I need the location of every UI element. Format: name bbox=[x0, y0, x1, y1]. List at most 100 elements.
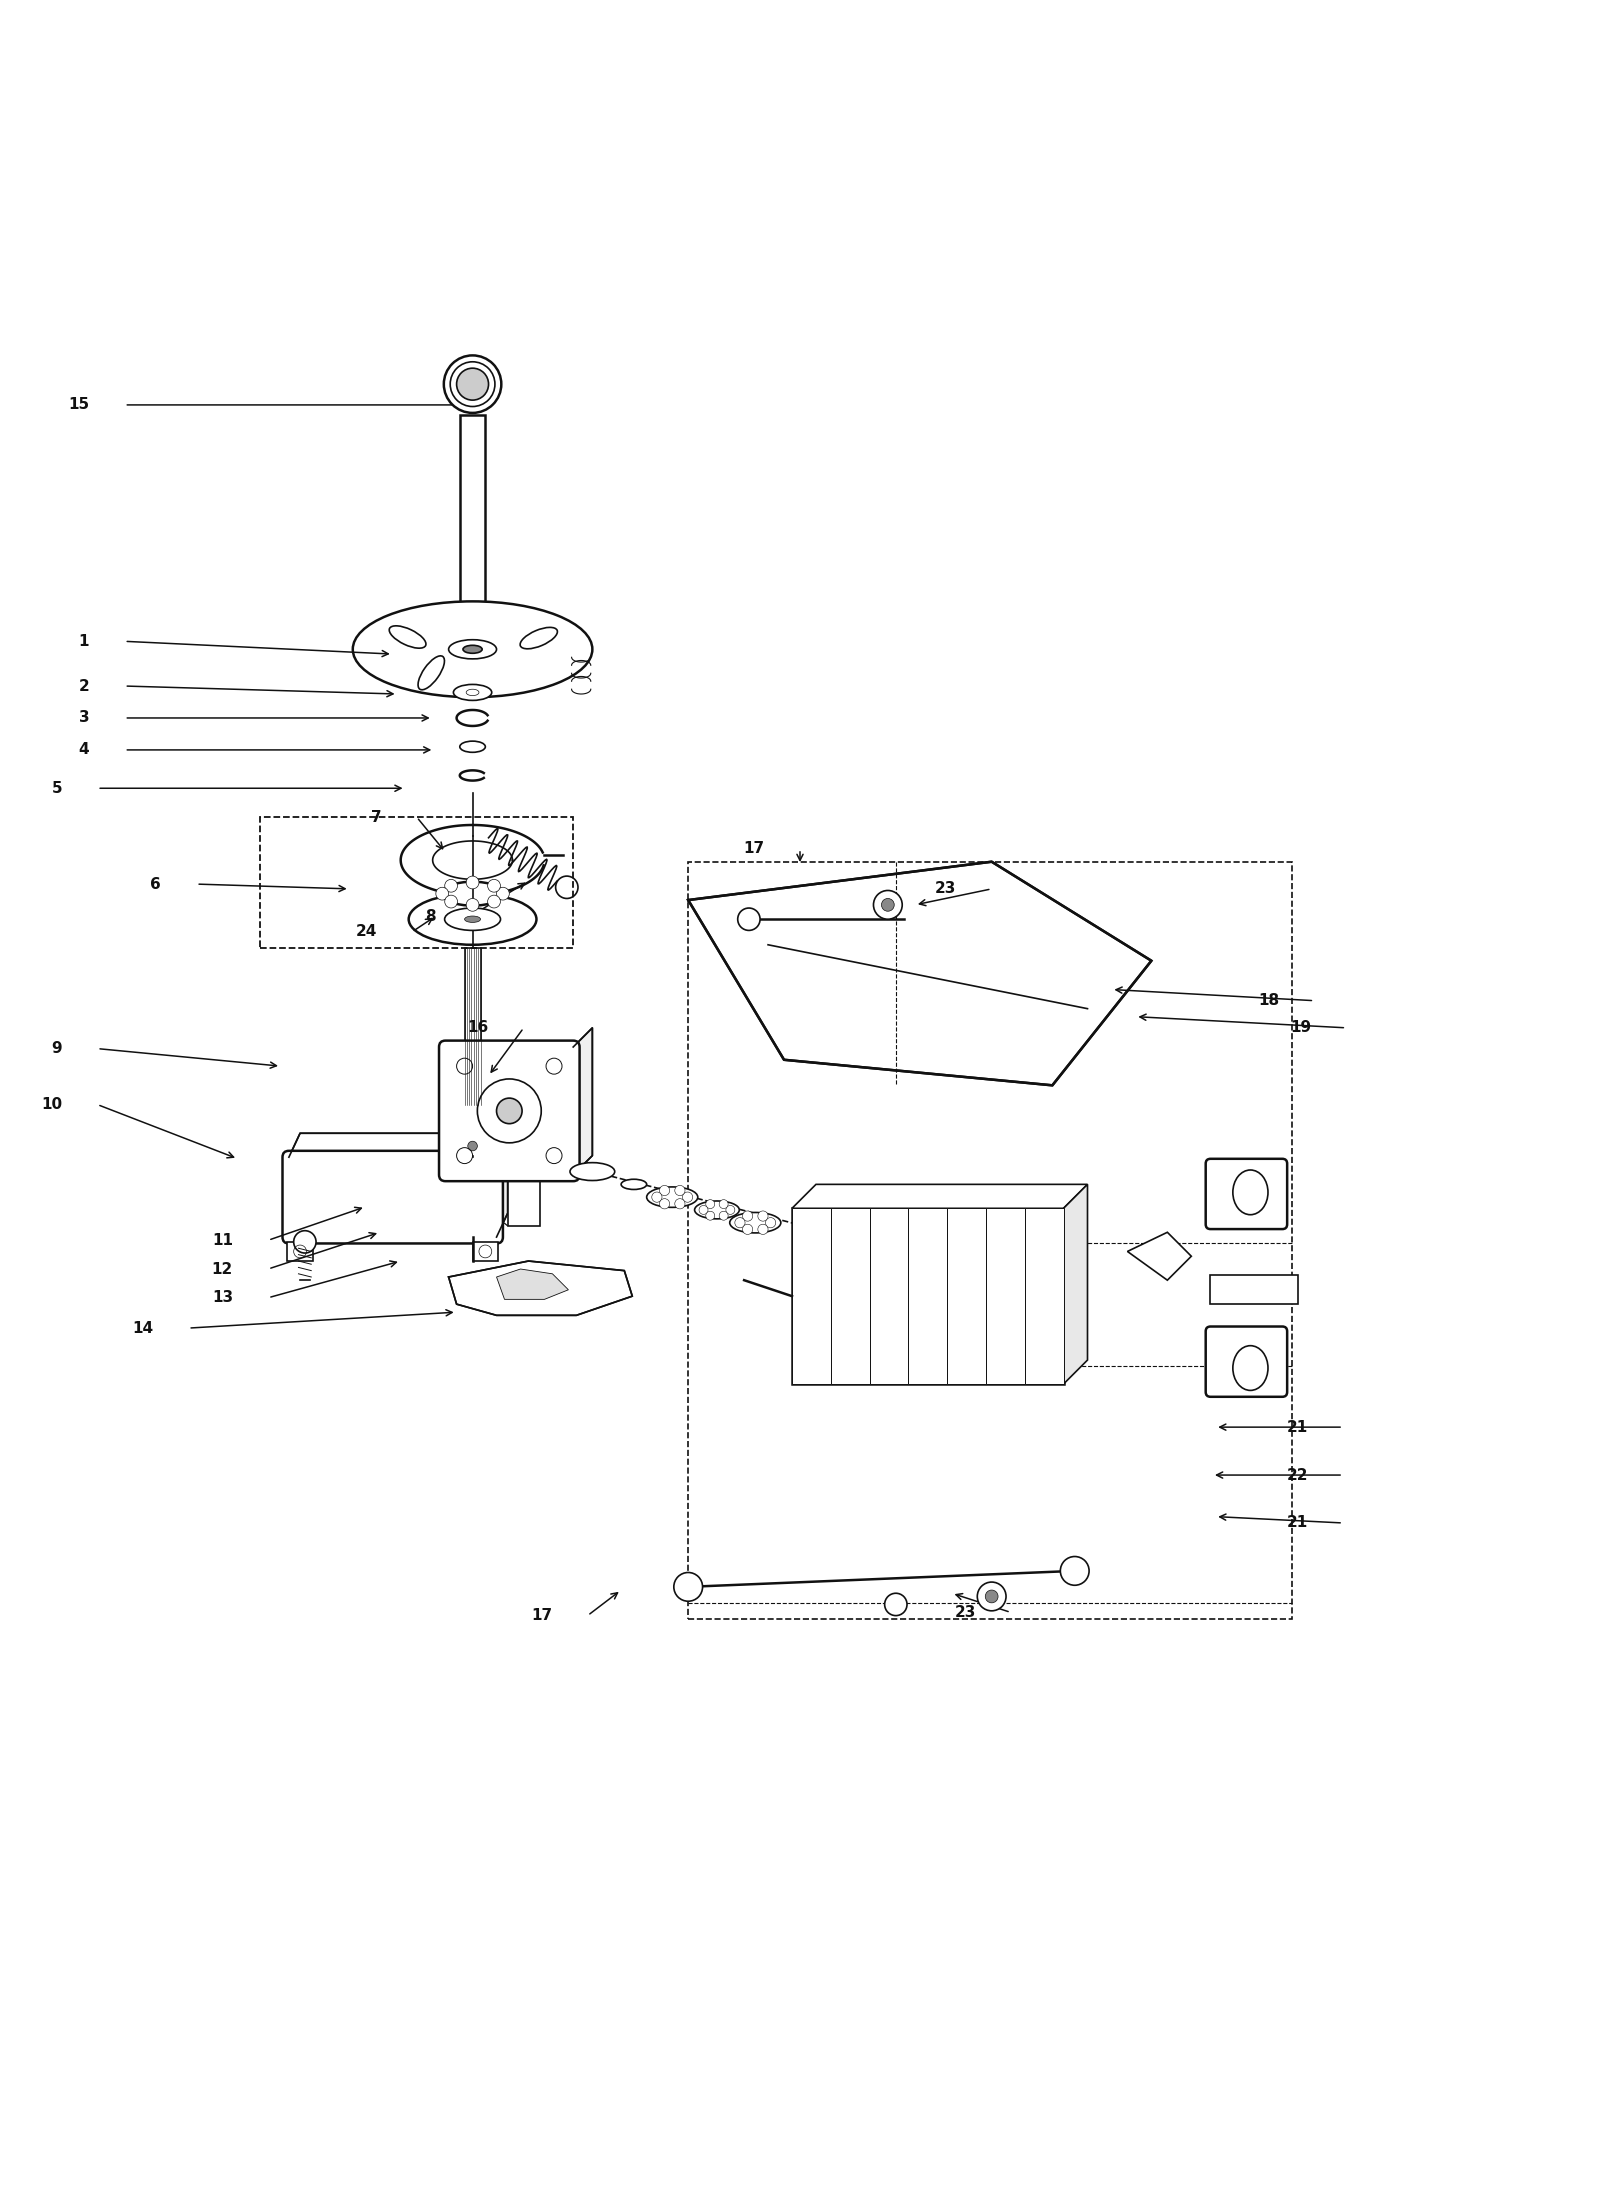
FancyBboxPatch shape bbox=[283, 1151, 502, 1244]
Ellipse shape bbox=[646, 1186, 698, 1208]
Circle shape bbox=[675, 1186, 685, 1195]
Text: 3: 3 bbox=[78, 711, 90, 725]
Polygon shape bbox=[573, 1027, 592, 1175]
Circle shape bbox=[885, 1593, 907, 1615]
Circle shape bbox=[659, 1199, 670, 1208]
Circle shape bbox=[758, 1224, 768, 1235]
Text: 12: 12 bbox=[211, 1261, 234, 1277]
Polygon shape bbox=[448, 1261, 632, 1314]
Bar bbox=[507, 1169, 539, 1226]
Ellipse shape bbox=[445, 908, 501, 930]
Circle shape bbox=[456, 369, 488, 400]
Text: 13: 13 bbox=[211, 1290, 234, 1306]
Bar bbox=[830, 1208, 869, 1385]
Circle shape bbox=[978, 1582, 1006, 1610]
Ellipse shape bbox=[418, 656, 445, 689]
Circle shape bbox=[699, 1206, 707, 1215]
Text: 10: 10 bbox=[42, 1098, 62, 1111]
Ellipse shape bbox=[453, 685, 491, 700]
Circle shape bbox=[496, 888, 509, 899]
Text: 22: 22 bbox=[1286, 1467, 1307, 1482]
Bar bbox=[261, 817, 573, 948]
Ellipse shape bbox=[1234, 1171, 1267, 1215]
Circle shape bbox=[496, 1098, 522, 1124]
Circle shape bbox=[466, 899, 478, 912]
Circle shape bbox=[459, 1133, 485, 1160]
Circle shape bbox=[443, 356, 501, 413]
Bar bbox=[986, 1208, 1024, 1385]
Text: 20: 20 bbox=[941, 1222, 963, 1237]
Circle shape bbox=[651, 1193, 662, 1202]
Circle shape bbox=[765, 1217, 776, 1228]
Circle shape bbox=[986, 1590, 998, 1604]
Text: 7: 7 bbox=[371, 808, 381, 824]
Text: 21: 21 bbox=[1286, 1420, 1307, 1434]
Text: 9: 9 bbox=[51, 1040, 62, 1056]
Ellipse shape bbox=[462, 645, 482, 654]
Circle shape bbox=[738, 908, 760, 930]
Circle shape bbox=[706, 1211, 715, 1219]
Polygon shape bbox=[496, 1268, 568, 1299]
Ellipse shape bbox=[694, 1202, 739, 1219]
Text: 14: 14 bbox=[131, 1321, 154, 1336]
Circle shape bbox=[882, 899, 894, 912]
Ellipse shape bbox=[389, 625, 426, 647]
Ellipse shape bbox=[520, 627, 557, 649]
Ellipse shape bbox=[1234, 1345, 1267, 1389]
Ellipse shape bbox=[730, 1213, 781, 1233]
Text: 18: 18 bbox=[1258, 994, 1278, 1007]
Text: 4: 4 bbox=[78, 742, 90, 758]
Circle shape bbox=[742, 1224, 752, 1235]
Circle shape bbox=[675, 1199, 685, 1208]
Circle shape bbox=[742, 1211, 752, 1222]
Circle shape bbox=[734, 1217, 746, 1228]
Text: 6: 6 bbox=[150, 877, 162, 892]
Circle shape bbox=[706, 1199, 715, 1208]
FancyBboxPatch shape bbox=[438, 1040, 579, 1182]
Text: 8: 8 bbox=[426, 908, 435, 923]
Polygon shape bbox=[1064, 1184, 1088, 1385]
Ellipse shape bbox=[621, 1180, 646, 1188]
Ellipse shape bbox=[352, 601, 592, 698]
Bar bbox=[464, 948, 480, 1135]
Text: 2: 2 bbox=[78, 678, 90, 694]
Bar bbox=[688, 862, 1291, 1619]
Circle shape bbox=[445, 879, 458, 892]
Polygon shape bbox=[1128, 1233, 1192, 1281]
Circle shape bbox=[294, 1230, 317, 1253]
Circle shape bbox=[466, 877, 478, 888]
Text: 19: 19 bbox=[1290, 1021, 1310, 1036]
Text: 23: 23 bbox=[934, 881, 957, 897]
Bar bbox=[792, 1208, 830, 1385]
Polygon shape bbox=[290, 1133, 507, 1158]
Text: 5: 5 bbox=[51, 780, 62, 795]
Bar bbox=[459, 415, 485, 625]
Bar bbox=[1211, 1275, 1298, 1303]
Circle shape bbox=[1061, 1557, 1090, 1586]
Bar bbox=[792, 1208, 1064, 1385]
Polygon shape bbox=[792, 1184, 1088, 1208]
Circle shape bbox=[467, 1142, 477, 1151]
Ellipse shape bbox=[448, 641, 496, 658]
Circle shape bbox=[758, 1211, 768, 1222]
Circle shape bbox=[674, 1573, 702, 1602]
Text: 21: 21 bbox=[1286, 1515, 1307, 1531]
Circle shape bbox=[445, 895, 458, 908]
Circle shape bbox=[718, 1211, 728, 1219]
Text: 15: 15 bbox=[69, 398, 90, 413]
Circle shape bbox=[659, 1186, 670, 1195]
Circle shape bbox=[874, 890, 902, 919]
FancyBboxPatch shape bbox=[1206, 1328, 1286, 1396]
Ellipse shape bbox=[442, 881, 502, 906]
Polygon shape bbox=[688, 862, 1152, 1085]
Text: 17: 17 bbox=[744, 842, 765, 857]
Ellipse shape bbox=[570, 1162, 614, 1180]
Ellipse shape bbox=[464, 917, 480, 923]
Bar bbox=[1024, 1208, 1064, 1385]
Bar bbox=[288, 1241, 314, 1261]
Bar bbox=[909, 1208, 947, 1385]
Ellipse shape bbox=[466, 689, 478, 696]
Text: 23: 23 bbox=[954, 1606, 976, 1619]
Polygon shape bbox=[496, 1133, 507, 1237]
Circle shape bbox=[555, 877, 578, 899]
